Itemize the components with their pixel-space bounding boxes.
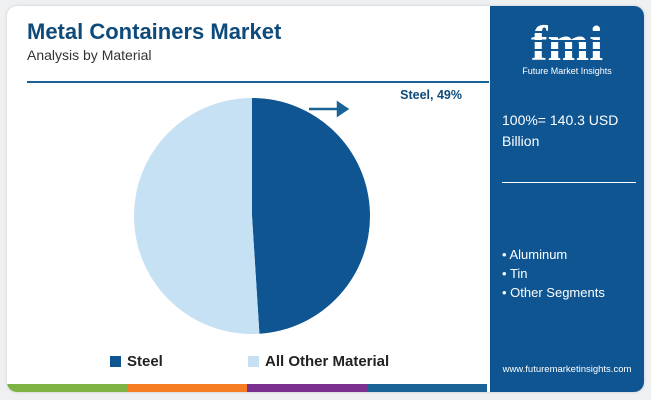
bar-segment-blue [367,384,487,392]
segment-list: Aluminum Tin Other Segments [502,245,605,302]
market-total: 100%= 140.3 USD Billion [502,112,619,149]
pie-chart: Steel, 49% [134,88,462,334]
segment-item: Other Segments [502,283,605,302]
pointer-arrow-icon [309,100,350,118]
legend-swatch-steel [110,356,121,367]
chart-card: Metal Containers Market Analysis by Mate… [7,6,644,392]
info-panel: fmi Future Market Insights 100%= 140.3 U… [490,6,644,392]
pie-slice-steel [252,98,371,334]
bar-segment-orange [127,384,247,392]
bar-segment-purple [247,384,367,392]
chart-legend: Steel All Other Material [7,353,487,375]
legend-label-steel: Steel [127,353,163,370]
legend-label-other: All Other Material [265,353,390,370]
pie-slice-all-other-material [134,98,260,334]
legend-item-steel: Steel [110,353,163,370]
legend-swatch-other [248,356,259,367]
bar-segment-green [7,384,127,392]
chart-subtitle: Analysis by Material [27,47,152,63]
bottom-color-bar [7,384,487,392]
panel-divider [502,182,636,183]
title-divider [27,81,489,83]
segment-item: Aluminum [502,245,605,264]
fmi-logo: fmi [516,15,618,71]
chart-title: Metal Containers Market [27,19,282,44]
legend-item-other: All Other Material [248,353,389,370]
data-label-steel: Steel, 49% [400,88,462,102]
svg-text:fmi: fmi [531,15,603,71]
website-link[interactable]: www.futuremarketinsights.com [502,364,632,375]
segment-item: Tin [502,264,605,283]
logo-caption: Future Market Insights [522,66,612,76]
